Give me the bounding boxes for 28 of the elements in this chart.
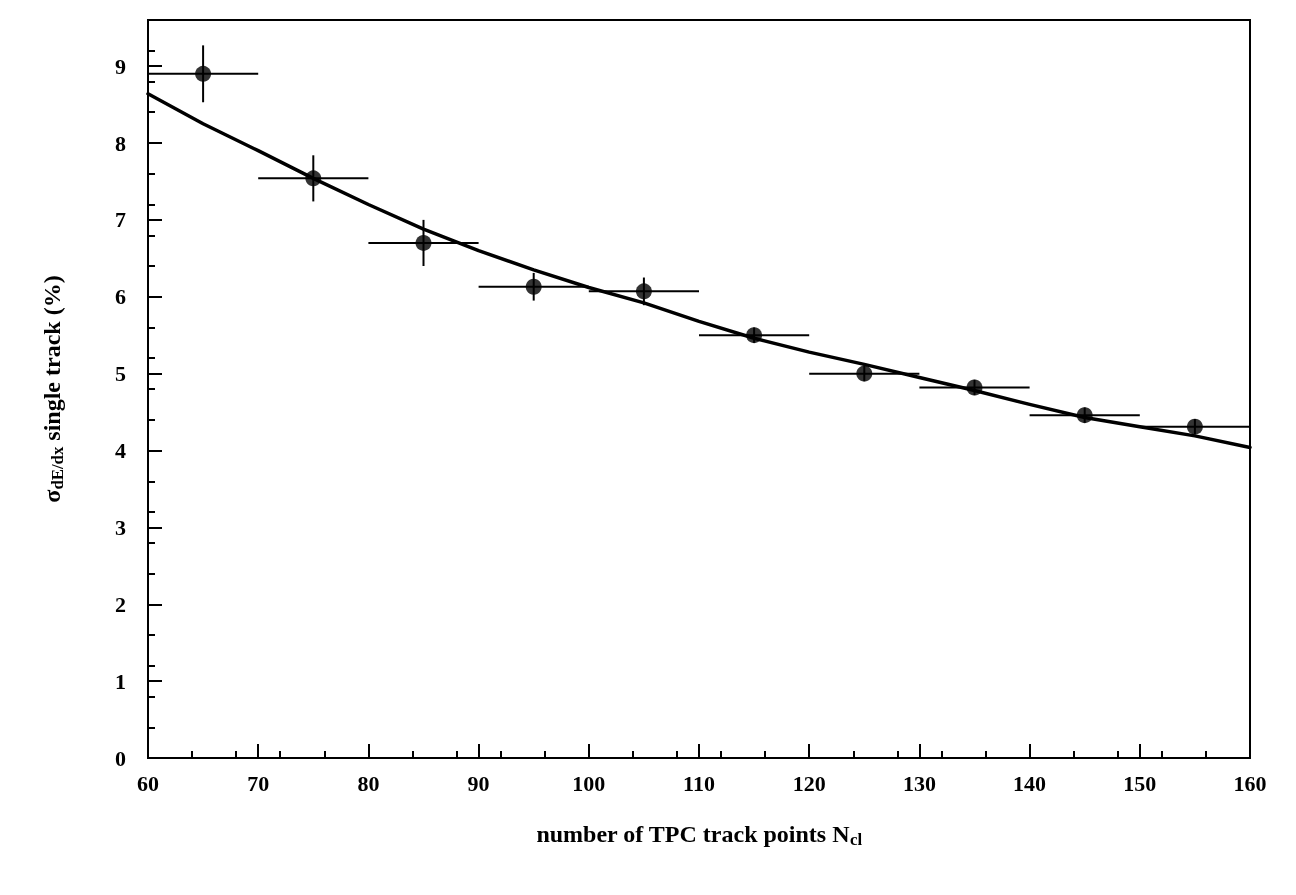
y-tick-label: 7: [115, 207, 126, 233]
y-tick-label: 2: [115, 591, 126, 617]
y-tick-label: 3: [115, 514, 126, 540]
point: [635, 283, 652, 300]
point: [856, 365, 873, 382]
y-tick-label: 5: [115, 361, 126, 387]
x-tick-label: 90: [467, 770, 490, 796]
point: [415, 234, 432, 251]
x-tick-label: 130: [902, 770, 936, 796]
x-tick-label: 160: [1233, 770, 1267, 796]
y-tick-label: 9: [115, 53, 126, 79]
y-tick-label: 0: [115, 745, 126, 771]
y-tick-label: 4: [115, 438, 126, 463]
y-tick-label: 6: [115, 284, 126, 310]
x-tick-label: 60: [137, 770, 159, 796]
x-tick-label: 140: [1013, 770, 1047, 796]
x-tick-label: 120: [792, 770, 826, 796]
x-tick-label: 150: [1123, 770, 1157, 796]
y-tick-label: 1: [115, 668, 126, 694]
y-axis-title: σdE/dx single track (%): [39, 275, 67, 503]
x-tick-label: 80: [357, 770, 380, 796]
point: [1186, 418, 1203, 435]
x-tick-label: 70: [247, 770, 270, 796]
x-tick-label: 100: [572, 770, 606, 796]
point: [525, 278, 542, 295]
y-tick-label: 8: [115, 130, 126, 156]
x-tick-label: 110: [683, 770, 715, 796]
point: [195, 65, 212, 82]
